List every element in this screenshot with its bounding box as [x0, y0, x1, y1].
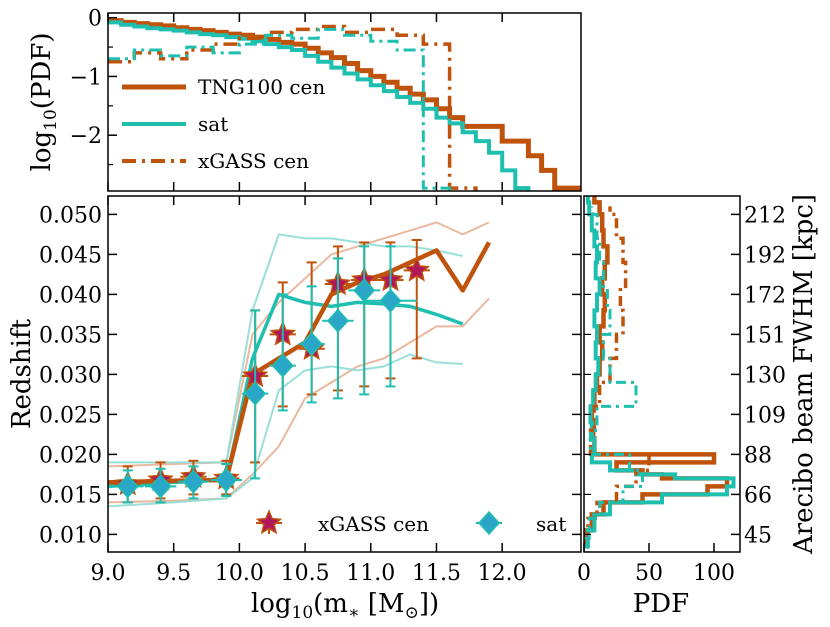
xgass-sat-point-9 — [364, 245, 417, 388]
diamond-marker — [326, 308, 349, 333]
top-ytick-label: −2 — [70, 124, 102, 149]
top-ytick-label: 0 — [88, 7, 102, 32]
legend-diamond-marker — [476, 510, 502, 536]
right-ytick-label: 151 — [744, 323, 786, 348]
right-ytick-label: 109 — [744, 403, 786, 428]
right-ytick-label: 66 — [744, 483, 772, 508]
main-ytick-label: 0.015 — [39, 483, 102, 508]
xgass-sat-point-4 — [242, 309, 269, 480]
star-marker — [403, 256, 431, 282]
main-xtick-label: 11.5 — [412, 561, 461, 586]
main-panel-plot — [108, 221, 491, 508]
xgass-sat-point-8 — [348, 245, 380, 396]
top-hist-xgass-sat — [108, 27, 452, 191]
right-ytick-label: 130 — [744, 363, 786, 388]
right-xtick-label: 0 — [577, 561, 591, 586]
xgass-sat-point-0 — [111, 469, 144, 504]
line-tng100-cen-16th — [108, 297, 490, 504]
right-hist-xgass-cen — [584, 206, 651, 541]
right-ytick-label: 45 — [744, 523, 772, 548]
main-ytick-label: 0.010 — [39, 523, 102, 548]
legend-label-sat: sat — [198, 112, 228, 136]
diamond-marker — [244, 381, 267, 406]
main-xtick-label: 11.0 — [346, 561, 395, 586]
top-panel-plot — [108, 18, 581, 191]
legend-label-xgass-cen: xGASS cen — [198, 149, 309, 173]
main-xtick-label: 9.0 — [91, 561, 126, 586]
xgass-sat-point-2 — [177, 465, 210, 500]
right-xtick-label: 50 — [635, 561, 663, 586]
top-hist-xgass-cen — [108, 24, 478, 191]
main-ytick-label: 0.030 — [39, 363, 102, 388]
xgass-sat-point-3 — [210, 463, 243, 497]
line-tng100-sat-84th — [108, 233, 463, 464]
main-ytick-label: 0.025 — [39, 403, 102, 428]
right-ytick-label: 192 — [744, 243, 786, 268]
main-xlabel: log10(m∗ [M⊙]) — [251, 589, 439, 623]
diamond-marker — [116, 474, 139, 499]
right-ylabel: Arecibo beam FWHM [kpc] — [789, 194, 819, 555]
top-legend: TNG100 cen sat xGASS cen — [122, 75, 325, 173]
xgass-cen-point-10 — [403, 239, 431, 360]
line-tng100-cen-median — [108, 241, 491, 485]
legend-label-xgass-cen-points: xGASS cen — [318, 512, 429, 536]
top-axes-frame — [107, 12, 582, 192]
top-hist-sat — [108, 20, 531, 191]
diamond-marker — [182, 469, 205, 494]
legend-star-marker — [255, 509, 283, 535]
diamond-marker — [300, 331, 323, 357]
main-ytick-label: 0.050 — [39, 203, 102, 228]
main-ytick-label: 0.020 — [39, 443, 102, 468]
main-legend: xGASS cen sat — [255, 509, 566, 536]
main-xtick-label: 12.0 — [478, 561, 527, 586]
line-tng100-sat-16th — [108, 353, 463, 508]
main-xtick-label: 10.5 — [281, 561, 330, 586]
top-ytick-label: −1 — [70, 65, 102, 90]
right-xlabel: PDF — [633, 589, 689, 619]
diamond-marker — [271, 353, 294, 378]
right-ytick-label: 212 — [744, 203, 786, 228]
main-ytick-label: 0.040 — [39, 283, 102, 308]
main-ylabel: Redshift — [7, 318, 37, 429]
legend-label-sat-points: sat — [536, 512, 566, 536]
top-ylabel: log10(PDF) — [27, 33, 61, 172]
xgass-sat-point-1 — [144, 467, 177, 504]
legend-label-tng-cen: TNG100 cen — [198, 75, 325, 99]
right-hist-xgass-sat — [584, 206, 644, 540]
axes-ticks: 0 −1 −2 0.010 0.015 0.020 0.025 0.030 0.035 0.040… — [39, 7, 786, 586]
main-xtick-label: 9.5 — [156, 561, 191, 586]
line-tng100-sat-median — [108, 292, 464, 489]
right-ytick-label: 88 — [744, 443, 772, 468]
main-ytick-label: 0.045 — [39, 243, 102, 268]
diamond-marker — [379, 288, 402, 313]
xgass-sat-point-6 — [298, 285, 325, 404]
xgass-sat-point-5 — [269, 293, 296, 412]
right-ytick-label: 172 — [744, 283, 786, 308]
diamond-marker — [215, 467, 238, 493]
main-ytick-label: 0.035 — [39, 323, 102, 348]
diamond-marker — [149, 474, 172, 499]
right-xtick-label: 100 — [693, 561, 735, 586]
right-panel-plot — [584, 196, 736, 549]
xgass-sat-point-7 — [322, 257, 354, 400]
main-xtick-label: 10.0 — [215, 561, 264, 586]
top-hist-tng100-cen — [108, 18, 581, 191]
